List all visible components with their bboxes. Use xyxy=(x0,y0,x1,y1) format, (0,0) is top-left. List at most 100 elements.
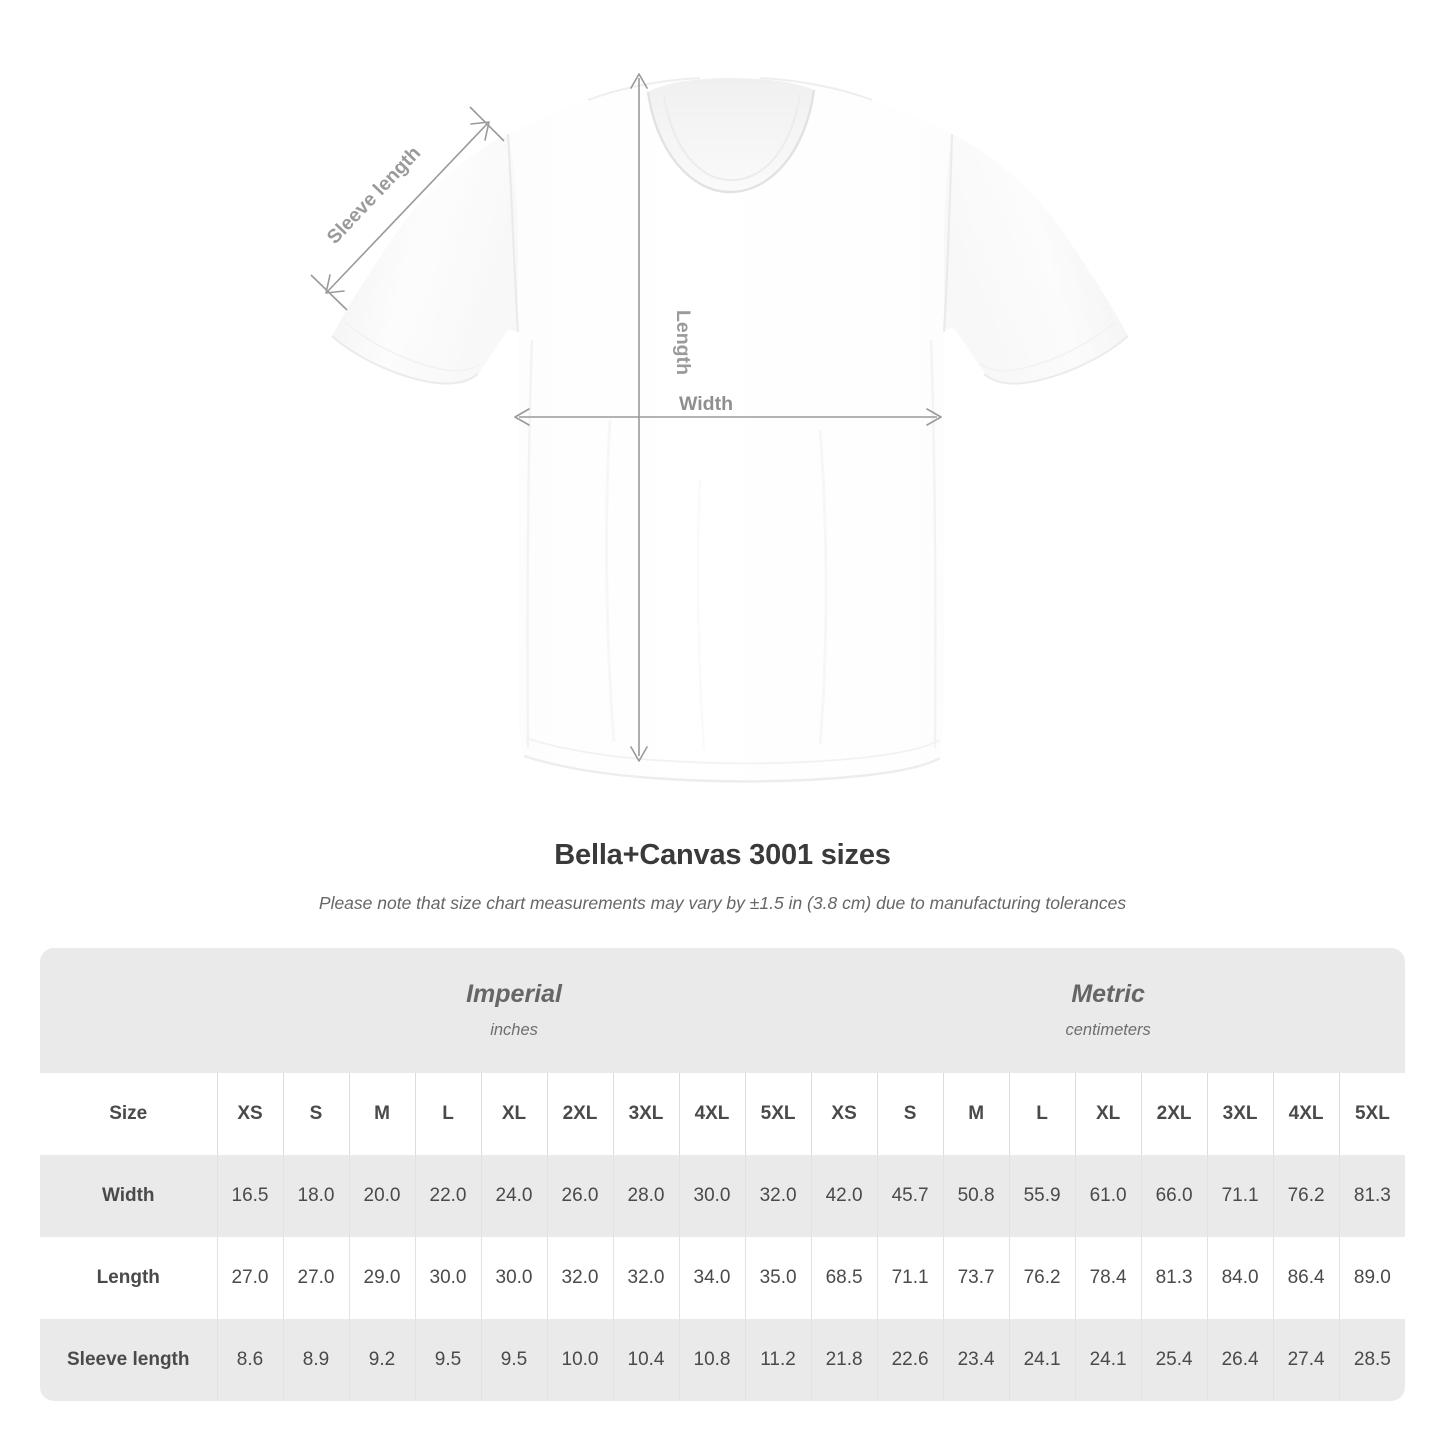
cell-length-4: 30.0 xyxy=(480,1236,547,1319)
col-header-5xl: 5XL xyxy=(744,1072,812,1155)
unit-name: inches xyxy=(490,1021,538,1040)
cell-length-8: 35.0 xyxy=(744,1236,812,1319)
row-label-length: Length xyxy=(40,1236,217,1319)
cell-width-3: 22.0 xyxy=(414,1154,481,1237)
size-chart-table: Imperial inches Metric centimeters Size … xyxy=(40,947,1406,1401)
cell-length-2: 29.0 xyxy=(348,1236,415,1319)
cell-sleeve-1: 8.9 xyxy=(282,1318,349,1401)
cell-length-11: 73.7 xyxy=(942,1236,1010,1319)
cell-width-16: 76.2 xyxy=(1272,1154,1340,1237)
col-header-4xl-metric: 4XL xyxy=(1272,1072,1340,1155)
cell-width-6: 28.0 xyxy=(612,1154,679,1237)
cell-sleeve-2: 9.2 xyxy=(348,1318,415,1401)
cell-width-8: 32.0 xyxy=(744,1154,812,1237)
cell-sleeve-11: 23.4 xyxy=(942,1318,1010,1401)
cell-length-16: 86.4 xyxy=(1272,1236,1340,1319)
chart-heading: Bella+Canvas 3001 sizes Please note that… xyxy=(0,838,1445,915)
width-arrow-left xyxy=(514,408,530,426)
col-header-3xl: 3XL xyxy=(612,1072,679,1155)
table-row: Sleeve length 8.6 8.9 9.2 9.5 9.5 10.0 1… xyxy=(40,1318,1406,1401)
cell-width-11: 50.8 xyxy=(942,1154,1010,1237)
cell-width-2: 20.0 xyxy=(348,1154,415,1237)
cell-sleeve-16: 27.4 xyxy=(1272,1318,1340,1401)
cell-sleeve-6: 10.4 xyxy=(612,1318,679,1401)
sleeve-arrow-line xyxy=(327,123,488,292)
cell-length-3: 30.0 xyxy=(414,1236,481,1319)
width-arrow-right xyxy=(926,408,942,426)
cell-sleeve-15: 26.4 xyxy=(1206,1318,1274,1401)
table-row: Length 27.0 27.0 29.0 30.0 30.0 32.0 32.… xyxy=(40,1236,1406,1319)
col-header-3xl-metric: 3XL xyxy=(1206,1072,1274,1155)
table-row: Width 16.5 18.0 20.0 22.0 24.0 26.0 28.0… xyxy=(40,1154,1406,1237)
cell-sleeve-7: 10.8 xyxy=(678,1318,745,1401)
col-header-2xl: 2XL xyxy=(546,1072,613,1155)
cell-sleeve-3: 9.5 xyxy=(414,1318,481,1401)
unit-band-spacer xyxy=(40,947,217,1073)
cell-length-5: 32.0 xyxy=(546,1236,613,1319)
cell-width-12: 55.9 xyxy=(1008,1154,1076,1237)
cell-width-5: 26.0 xyxy=(546,1154,613,1237)
unit-system-name: Metric xyxy=(1071,979,1145,1008)
unit-system-name: Imperial xyxy=(466,979,562,1008)
row-label-sleeve-length: Sleeve length xyxy=(40,1318,217,1401)
cell-length-14: 81.3 xyxy=(1140,1236,1208,1319)
col-header-m: M xyxy=(348,1072,415,1155)
cell-width-7: 30.0 xyxy=(678,1154,745,1237)
cell-width-13: 61.0 xyxy=(1074,1154,1142,1237)
cell-width-17: 81.3 xyxy=(1338,1154,1406,1237)
tshirt-illustration: Length Width Sleeve length xyxy=(310,73,1129,783)
col-header-xl: XL xyxy=(480,1072,547,1155)
length-arrow-down xyxy=(630,746,648,762)
cell-length-17: 89.0 xyxy=(1338,1236,1406,1319)
col-header-5xl-metric: 5XL xyxy=(1338,1072,1406,1155)
col-header-2xl-metric: 2XL xyxy=(1140,1072,1208,1155)
unit-group-imperial: Imperial inches xyxy=(217,947,812,1073)
sleeve-arrow-end xyxy=(470,121,490,141)
col-header-xs: XS xyxy=(216,1072,283,1155)
cell-sleeve-5: 10.0 xyxy=(546,1318,613,1401)
cell-width-9: 42.0 xyxy=(810,1154,878,1237)
length-arrow-up xyxy=(630,73,648,89)
col-header-xs-metric: XS xyxy=(810,1072,878,1155)
cell-width-4: 24.0 xyxy=(480,1154,547,1237)
table-corner-header: Size xyxy=(40,1072,217,1155)
col-header-s: S xyxy=(282,1072,349,1155)
col-header-xl-metric: XL xyxy=(1074,1072,1142,1155)
cell-sleeve-8: 11.2 xyxy=(744,1318,812,1401)
width-label: Width xyxy=(679,393,733,415)
cell-length-0: 27.0 xyxy=(216,1236,283,1319)
cell-sleeve-17: 28.5 xyxy=(1338,1318,1406,1401)
col-header-s-metric: S xyxy=(876,1072,944,1155)
cell-length-13: 78.4 xyxy=(1074,1236,1142,1319)
cell-width-10: 45.7 xyxy=(876,1154,944,1237)
cell-width-0: 16.5 xyxy=(216,1154,283,1237)
col-header-4xl: 4XL xyxy=(678,1072,745,1155)
unit-group-metric: Metric centimeters xyxy=(811,947,1406,1073)
cell-sleeve-9: 21.8 xyxy=(810,1318,878,1401)
length-label: Length xyxy=(672,310,694,375)
sleeve-tick-end xyxy=(469,106,505,142)
cell-sleeve-0: 8.6 xyxy=(216,1318,283,1401)
measurement-annotations xyxy=(310,73,942,762)
col-header-l: L xyxy=(414,1072,481,1155)
size-header-row: Size XS S M L XL 2XL 3XL 4XL 5XL XS S M … xyxy=(40,1072,1406,1155)
row-label-width: Width xyxy=(40,1154,217,1237)
unit-name: centimeters xyxy=(1065,1021,1151,1040)
cell-length-7: 34.0 xyxy=(678,1236,745,1319)
sleeve-tick-start xyxy=(310,274,348,311)
cell-sleeve-14: 25.4 xyxy=(1140,1318,1208,1401)
unit-band-row: Imperial inches Metric centimeters xyxy=(40,947,1406,1073)
cell-sleeve-13: 24.1 xyxy=(1074,1318,1142,1401)
tolerance-note: Please note that size chart measurements… xyxy=(318,892,1127,913)
page-title: Bella+Canvas 3001 sizes xyxy=(554,839,891,871)
cell-sleeve-4: 9.5 xyxy=(480,1318,547,1401)
cell-width-1: 18.0 xyxy=(282,1154,349,1237)
cell-width-14: 66.0 xyxy=(1140,1154,1208,1237)
shirt-body-shape xyxy=(331,77,1129,783)
cell-length-9: 68.5 xyxy=(810,1236,878,1319)
cell-length-10: 71.1 xyxy=(876,1236,944,1319)
cell-length-12: 76.2 xyxy=(1008,1236,1076,1319)
cell-sleeve-10: 22.6 xyxy=(876,1318,944,1401)
size-table-wrap: Imperial inches Metric centimeters Size … xyxy=(40,947,1406,1401)
col-header-m-metric: M xyxy=(942,1072,1010,1155)
